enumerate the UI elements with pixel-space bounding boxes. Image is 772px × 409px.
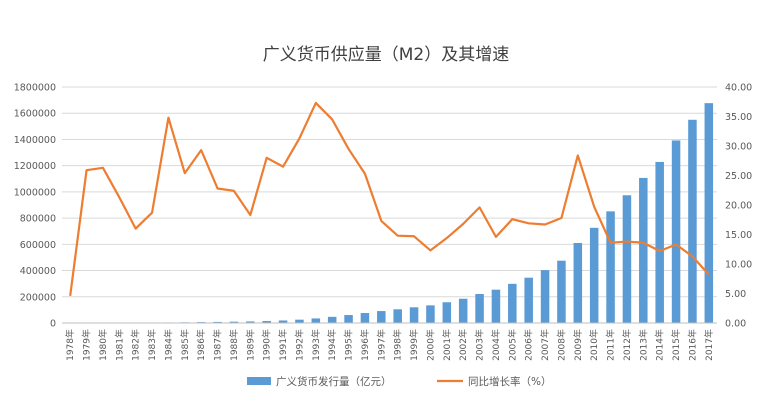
- bar: [671, 140, 681, 323]
- bar: [655, 161, 664, 323]
- x-tick-label: 1978年: [64, 329, 76, 361]
- x-tick-label: 2010年: [588, 329, 600, 361]
- bar: [246, 321, 255, 323]
- x-tick-label: 1999年: [408, 329, 420, 361]
- bar: [688, 119, 697, 324]
- x-tick-label: 2014年: [654, 329, 666, 361]
- x-tick-label: 1991年: [277, 329, 289, 361]
- bar: [491, 289, 501, 323]
- x-tick-label: 2000年: [424, 329, 436, 361]
- x-tick-label: 2015年: [670, 329, 682, 361]
- y-left-tick-label: 1200000: [14, 161, 56, 172]
- bar: [524, 277, 533, 323]
- y-left-tick-label: 1600000: [14, 109, 56, 120]
- x-tick-label: 1995年: [343, 329, 355, 361]
- bar: [639, 177, 648, 323]
- x-tick-label: 1992年: [293, 329, 305, 361]
- x-tick-label: 2011年: [605, 329, 617, 361]
- y-left-tick-label: 200000: [20, 292, 56, 303]
- bar: [311, 318, 321, 323]
- y-right-tick-label: 20.00: [725, 201, 752, 212]
- y-left-tick-label: 1800000: [14, 83, 56, 94]
- bar: [295, 319, 304, 323]
- bar: [557, 260, 566, 323]
- y-right-tick-label: 10.00: [725, 260, 752, 271]
- y-left-tick-label: 800000: [20, 214, 56, 225]
- chart-title: 广义货币供应量（M2）及其增速: [262, 45, 510, 65]
- y-right-tick-label: 15.00: [725, 230, 752, 241]
- y-left-tick-label: 600000: [20, 240, 56, 251]
- y-left-tick-label: 1000000: [14, 187, 56, 198]
- x-tick-label: 1982年: [130, 329, 142, 361]
- x-tick-label: 1987年: [212, 329, 224, 361]
- legend-swatch-bars: [247, 377, 271, 385]
- y-right-tick-label: 35.00: [725, 112, 752, 123]
- x-tick-label: 1979年: [81, 329, 93, 361]
- bar: [442, 302, 452, 323]
- bar: [360, 313, 370, 323]
- growth-line: [69, 101, 710, 297]
- x-tick-label: 1983年: [146, 329, 158, 361]
- x-tick-label: 1980年: [97, 329, 109, 361]
- x-tick-label: 1988年: [228, 329, 240, 361]
- bar: [409, 307, 419, 323]
- bar: [704, 103, 714, 323]
- y-left-tick-label: 0: [50, 319, 56, 330]
- bar: [573, 242, 583, 323]
- bar: [229, 321, 239, 323]
- y-left-tick-label: 400000: [20, 266, 56, 277]
- bar: [262, 320, 271, 323]
- x-tick-label: 2008年: [555, 329, 567, 361]
- x-tick-label: 1993年: [310, 329, 322, 361]
- x-tick-label: 1998年: [392, 329, 404, 361]
- x-tick-label: 1994年: [326, 329, 338, 361]
- x-tick-label: 2012年: [621, 329, 633, 361]
- x-tick-label: 2002年: [457, 329, 469, 361]
- x-tick-label: 2013年: [637, 329, 649, 361]
- bar: [606, 211, 615, 323]
- x-tick-label: 1984年: [162, 329, 174, 361]
- x-tick-label: 1997年: [375, 329, 387, 361]
- x-tick-label: 1981年: [113, 329, 125, 361]
- bar: [475, 293, 484, 323]
- legend-label-bars: 广义货币发行量（亿元）: [276, 375, 392, 388]
- y-right-tick-label: 25.00: [725, 171, 752, 182]
- x-tick-label: 2007年: [539, 329, 551, 361]
- y-left-tick-label: 1400000: [14, 135, 56, 146]
- x-tick-label: 1989年: [244, 329, 256, 361]
- x-tick-label: 2001年: [441, 329, 453, 361]
- bar: [589, 227, 599, 323]
- x-tick-label: 2016年: [686, 329, 698, 361]
- bar: [622, 195, 632, 323]
- y-right-tick-label: 0.00: [725, 319, 746, 330]
- legend-label-line: 同比增长率（%）: [468, 375, 551, 388]
- y-right-tick-label: 40.00: [725, 83, 752, 94]
- x-tick-label: 2017年: [703, 329, 715, 361]
- x-tick-label: 1990年: [261, 329, 273, 361]
- x-tick-label: 2004年: [490, 329, 502, 361]
- bar: [458, 298, 468, 323]
- x-tick-label: 2006年: [523, 329, 535, 361]
- bar: [508, 283, 517, 323]
- x-tick-label: 2009年: [572, 329, 584, 361]
- bar: [213, 321, 222, 323]
- x-tick-label: 1996年: [359, 329, 371, 361]
- bar: [393, 309, 402, 323]
- bar: [540, 270, 550, 323]
- y-right-tick-label: 5.00: [725, 289, 746, 300]
- bar: [344, 315, 353, 323]
- x-tick-label: 1986年: [195, 329, 207, 361]
- x-tick-label: 2005年: [506, 329, 518, 361]
- bar: [377, 311, 386, 323]
- bar: [278, 320, 288, 323]
- x-tick-label: 2003年: [474, 329, 486, 361]
- y-right-tick-label: 30.00: [725, 142, 752, 153]
- bar: [327, 316, 337, 323]
- bar: [426, 305, 435, 323]
- x-tick-label: 1985年: [179, 329, 191, 361]
